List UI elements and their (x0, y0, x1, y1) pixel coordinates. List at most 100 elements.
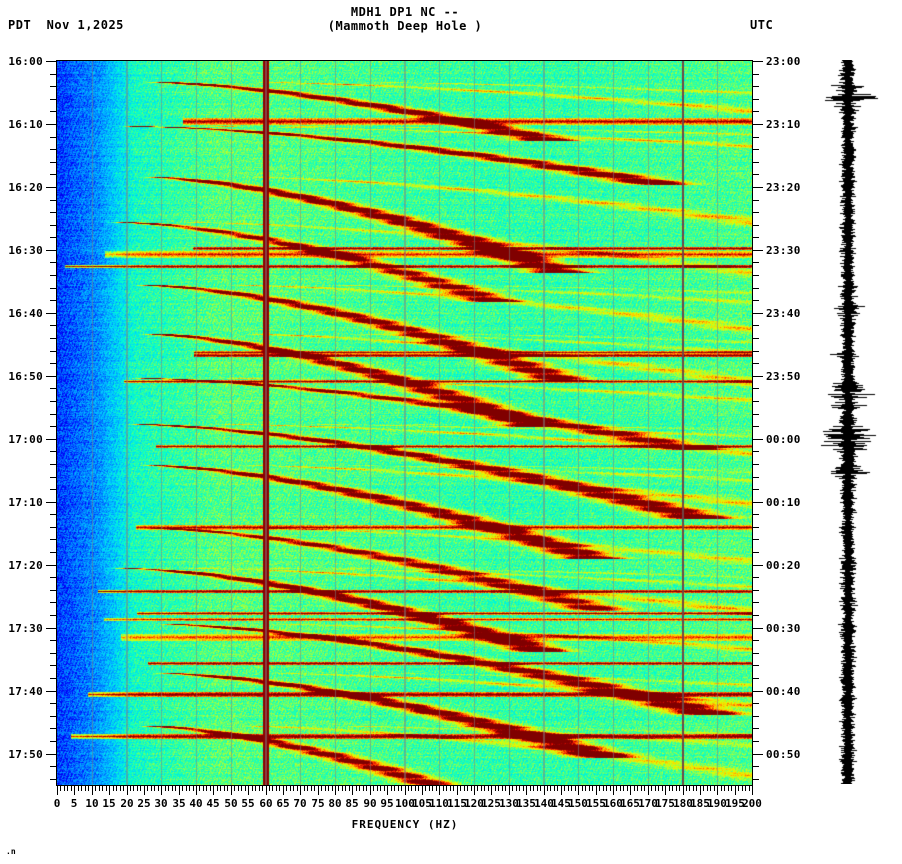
axis-tick (752, 162, 759, 163)
axis-tick (387, 786, 388, 795)
axis-tick (363, 786, 364, 791)
axis-tick (50, 464, 57, 465)
frequency-tick-label: 75 (311, 797, 325, 810)
axis-tick (752, 187, 763, 188)
frequency-tick-label: 195 (725, 797, 745, 810)
axis-tick (596, 786, 597, 795)
time-tick-label-utc: 00:40 (766, 685, 801, 698)
axis-tick (50, 489, 57, 490)
axis-tick (408, 786, 409, 791)
axis-tick (384, 786, 385, 791)
axis-tick (210, 786, 211, 791)
frequency-tick-label: 175 (655, 797, 675, 810)
axis-tick (429, 786, 430, 791)
axis-tick (457, 786, 458, 795)
seismogram-trace (812, 60, 888, 784)
axis-tick (714, 786, 715, 791)
frequency-tick-label: 0 (53, 797, 61, 810)
axis-tick (752, 653, 759, 654)
axis-tick (50, 451, 57, 452)
axis-tick (332, 786, 333, 791)
axis-tick (50, 539, 57, 540)
axis-tick (752, 426, 759, 427)
axis-tick (161, 786, 162, 795)
axis-tick (721, 786, 722, 791)
axis-tick (304, 786, 305, 791)
axis-tick (266, 786, 267, 795)
axis-tick (425, 786, 426, 791)
axis-tick (439, 786, 440, 795)
axis-tick (50, 653, 57, 654)
spectrogram-canvas[interactable] (57, 61, 752, 785)
axis-tick (95, 786, 96, 791)
axis-tick (213, 786, 214, 795)
axis-tick (752, 300, 759, 301)
axis-tick (752, 451, 759, 452)
axis-tick (585, 786, 586, 791)
axis-tick (752, 779, 759, 780)
frequency-tick-label: 160 (603, 797, 623, 810)
axis-tick (165, 786, 166, 791)
axis-tick (693, 786, 694, 791)
axis-tick (752, 325, 759, 326)
axis-tick (641, 786, 642, 791)
axis-tick (50, 615, 57, 616)
axis-tick (345, 786, 346, 791)
axis-tick (50, 225, 57, 226)
axis-tick (752, 137, 759, 138)
station-title: MDH1 DP1 NC -- (350, 5, 460, 19)
axis-tick (450, 786, 451, 791)
axis-tick (147, 786, 148, 791)
axis-tick (411, 786, 412, 791)
axis-tick (696, 786, 697, 791)
axis-tick (547, 786, 548, 791)
axis-tick (554, 786, 555, 791)
timezone-left-label: PDT (8, 18, 32, 32)
axis-tick (50, 728, 57, 729)
spectrogram-plot[interactable] (57, 61, 752, 785)
time-tick-label-utc: 00:50 (766, 748, 801, 761)
axis-tick (568, 786, 569, 791)
axis-tick (752, 262, 759, 263)
axis-tick (262, 786, 263, 791)
axis-tick (742, 786, 743, 791)
axis-tick (752, 640, 759, 641)
axis-tick (394, 786, 395, 791)
axis-tick (106, 786, 107, 791)
header-left-timezone-date: PDT Nov 1,2025 (8, 18, 124, 32)
frequency-tick-label: 95 (380, 797, 394, 810)
axis-tick (530, 786, 531, 791)
axis-tick (446, 786, 447, 791)
axis-tick (391, 786, 392, 791)
axis-tick (321, 786, 322, 791)
axis-tick (172, 786, 173, 791)
axis-tick (50, 275, 57, 276)
axis-tick (57, 786, 58, 795)
axis-tick (752, 728, 759, 729)
timezone-right-label: UTC (750, 18, 774, 32)
axis-tick (752, 414, 759, 415)
axis-tick (46, 250, 57, 251)
axis-tick (537, 786, 538, 791)
axis-tick (74, 786, 75, 795)
axis-tick (752, 124, 763, 125)
axis-tick (50, 325, 57, 326)
axis-tick (224, 786, 225, 791)
axis-tick (474, 786, 475, 795)
axis-tick (752, 313, 763, 314)
axis-tick (731, 786, 732, 791)
axis-tick (752, 514, 759, 515)
time-tick-label-utc: 00:00 (766, 433, 801, 446)
axis-tick (46, 124, 57, 125)
axis-tick (752, 741, 759, 742)
axis-tick (599, 786, 600, 791)
axis-tick (50, 766, 57, 767)
axis-tick (276, 786, 277, 791)
axis-tick (179, 786, 180, 795)
axis-tick (50, 338, 57, 339)
axis-tick (151, 786, 152, 791)
axis-tick (168, 786, 169, 791)
axis-tick (735, 786, 736, 795)
axis-tick (154, 786, 155, 791)
